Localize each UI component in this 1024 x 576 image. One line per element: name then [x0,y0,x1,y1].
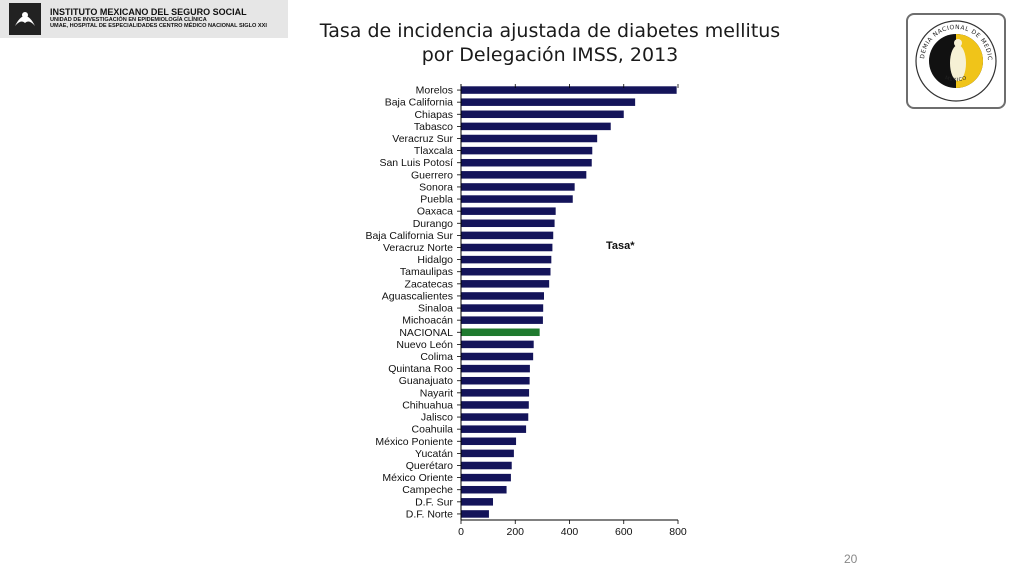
bar-14 [461,255,552,264]
institution-name: INSTITUTO MEXICANO DEL SEGURO SOCIAL [50,7,247,18]
bar-3 [461,122,611,131]
category-label: Veracruz Sur [392,133,453,145]
x-tick-label: 400 [561,526,579,538]
bar-29 [461,437,517,446]
institution-unit: UNIDAD DE INVESTIGACIÓN EN EPIDEMIOLOGÍA… [50,16,207,23]
x-tick-label: 0 [458,526,464,538]
category-label: San Luis Potosí [379,157,453,169]
category-label: Sonora [419,181,453,193]
bar-7 [461,171,587,179]
category-label: Durango [413,218,453,230]
bar-2 [461,110,624,119]
bar-32 [461,473,511,482]
bar-6 [461,158,592,167]
category-label: México Poniente [375,436,453,448]
imss-eagle-icon [9,3,41,35]
category-label: Aguascalientes [382,290,453,302]
category-label: Tlaxcala [414,145,453,157]
bar-25 [461,389,530,397]
category-label: Baja California Sur [365,230,453,242]
category-label: Campeche [402,484,453,496]
bar-27 [461,413,529,421]
bar-20 [461,328,540,337]
category-label: Zacatecas [405,278,453,290]
bar-16 [461,280,550,288]
category-label: Veracruz Norte [383,242,453,254]
bar-0 [461,86,677,94]
bar-31 [461,461,512,470]
category-label: Michoacán [402,315,453,327]
category-label: Oaxaca [417,206,453,218]
bar-26 [461,401,529,409]
svg-text:MÉXICO: MÉXICO [944,75,968,84]
bar-9 [461,195,573,203]
bar-33 [461,485,507,494]
series-label: Tasa* [606,240,635,252]
bar-15 [461,267,551,276]
title-line-2: por Delegación IMSS, 2013 [421,43,679,66]
category-label: Guerrero [411,169,453,181]
academy-seal-icon: ACADEMIA NACIONAL DE MEDICINA MÉXICO [905,10,997,102]
bar-10 [461,207,556,215]
category-label: Coahuila [412,424,454,436]
category-label: Baja California [385,97,453,109]
bar-19 [461,316,543,324]
category-label: Nuevo León [396,339,453,351]
bar-4 [461,134,598,143]
bar-12 [461,231,554,240]
category-label: Chiapas [414,109,453,121]
bar-22 [461,352,534,361]
bar-28 [461,425,527,433]
bar-24 [461,376,530,385]
bar-11 [461,219,555,228]
category-label: Chihuahua [402,399,453,411]
bar-8 [461,183,575,191]
institution-hospital: UMAE, HOSPITAL DE ESPECIALIDADES CENTRO … [50,22,267,29]
category-label: Nayarit [420,387,453,399]
bar-34 [461,498,494,506]
category-label: Colima [420,351,453,363]
category-label: Morelos [416,85,453,97]
category-label: Jalisco [421,412,453,424]
bar-17 [461,292,544,300]
category-label: Quintana Roo [388,363,453,375]
x-tick-label: 200 [506,526,524,538]
bar-35 [461,510,489,518]
academy-bottom-text: MÉXICO [944,75,968,84]
category-label: D.F. Norte [406,508,453,520]
bar-30 [461,449,514,458]
institution-header: INSTITUTO MEXICANO DEL SEGURO SOCIAL UNI… [0,0,288,38]
x-tick-label: 800 [669,526,687,538]
slide-title: Tasa de incidencia ajustada de diabetes … [300,20,800,68]
page-number: 20 [844,552,858,566]
category-label: Hidalgo [417,254,453,266]
category-label: NACIONAL [399,327,453,339]
category-label: Sinaloa [418,303,453,315]
bar-5 [461,146,593,155]
category-label: Puebla [420,194,453,206]
bar-23 [461,364,530,373]
academy-logo: ACADEMIA NACIONAL DE MEDICINA MÉXICO [905,10,1006,109]
category-label: Tabasco [414,121,453,133]
bar-1 [461,98,636,106]
bar-21 [461,340,534,349]
category-label: Tamaulipas [400,266,453,278]
category-label: D.F. Sur [415,496,453,508]
bar-13 [461,243,553,252]
title-line-1: Tasa de incidencia ajustada de diabetes … [319,20,781,42]
category-label: Guanajuato [399,375,453,387]
category-label: Querétaro [406,460,453,472]
category-label: Yucatán [415,448,453,460]
category-label: México Oriente [382,472,453,484]
x-tick-label: 600 [615,526,633,538]
bar-18 [461,304,544,312]
